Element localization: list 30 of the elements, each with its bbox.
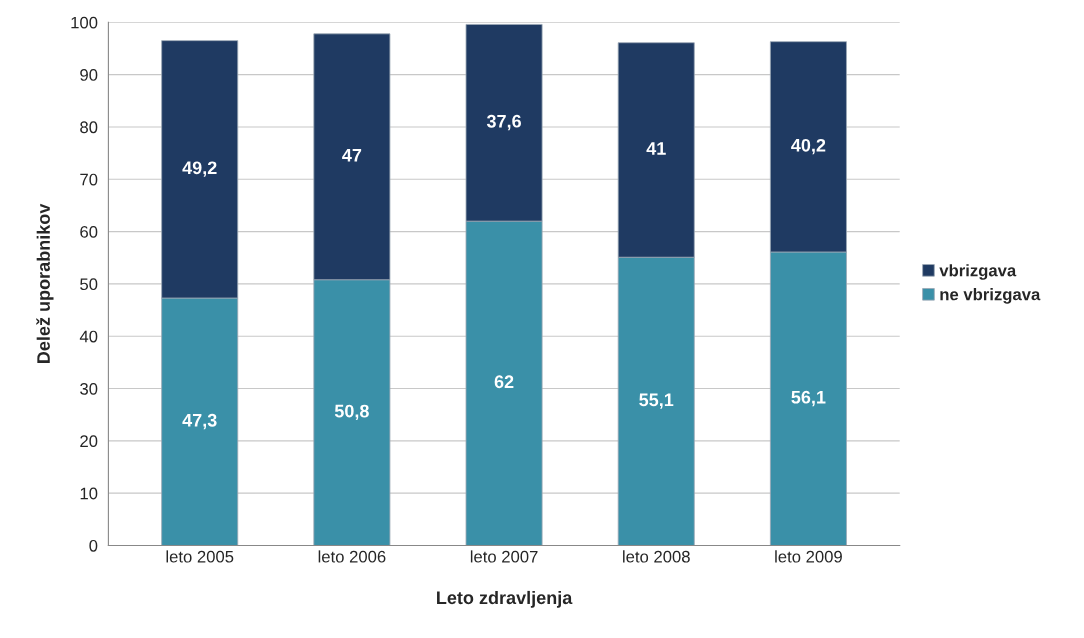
x-tick-label: leto 2007 [470, 550, 538, 563]
data-label: 41 [646, 142, 666, 155]
data-label: 56,1 [791, 390, 826, 407]
data-label: 62 [494, 375, 514, 389]
data-label: 47 [342, 149, 362, 162]
y-tick-label: 30 [80, 382, 98, 395]
data-label: 50,8 [334, 404, 369, 421]
y-tick-label: 50 [80, 278, 98, 291]
data-label: 47,3 [182, 413, 217, 430]
y-tick-label: 100 [71, 16, 98, 29]
legend-label: vbrizgava [939, 264, 1017, 280]
y-tick-label: 80 [80, 121, 98, 134]
x-tick-label: leto 2006 [318, 550, 386, 563]
x-tick-label: leto 2008 [623, 550, 690, 563]
x-tick-label: leto 2005 [166, 550, 234, 563]
y-tick-label: 90 [80, 69, 98, 81]
data-label: 49,2 [182, 161, 217, 177]
y-tick-label: 60 [80, 226, 98, 238]
y-axis-title: Delež uporabnikov [36, 203, 54, 363]
data-label: 55,1 [639, 393, 674, 409]
data-label: 37,6 [486, 114, 521, 131]
y-tick-label: 40 [79, 330, 98, 343]
data-label: 40,2 [791, 138, 826, 155]
x-tick-label: leto 2009 [775, 550, 842, 563]
legend-label: ne vbrizgava [940, 288, 1041, 304]
x-axis-title: Leto zdravljenja [437, 590, 573, 608]
y-tick-label: 20 [80, 435, 98, 448]
y-tick-label: 10 [80, 487, 98, 500]
y-tick-label: 0 [89, 539, 98, 552]
y-tick-label: 70 [80, 173, 98, 186]
